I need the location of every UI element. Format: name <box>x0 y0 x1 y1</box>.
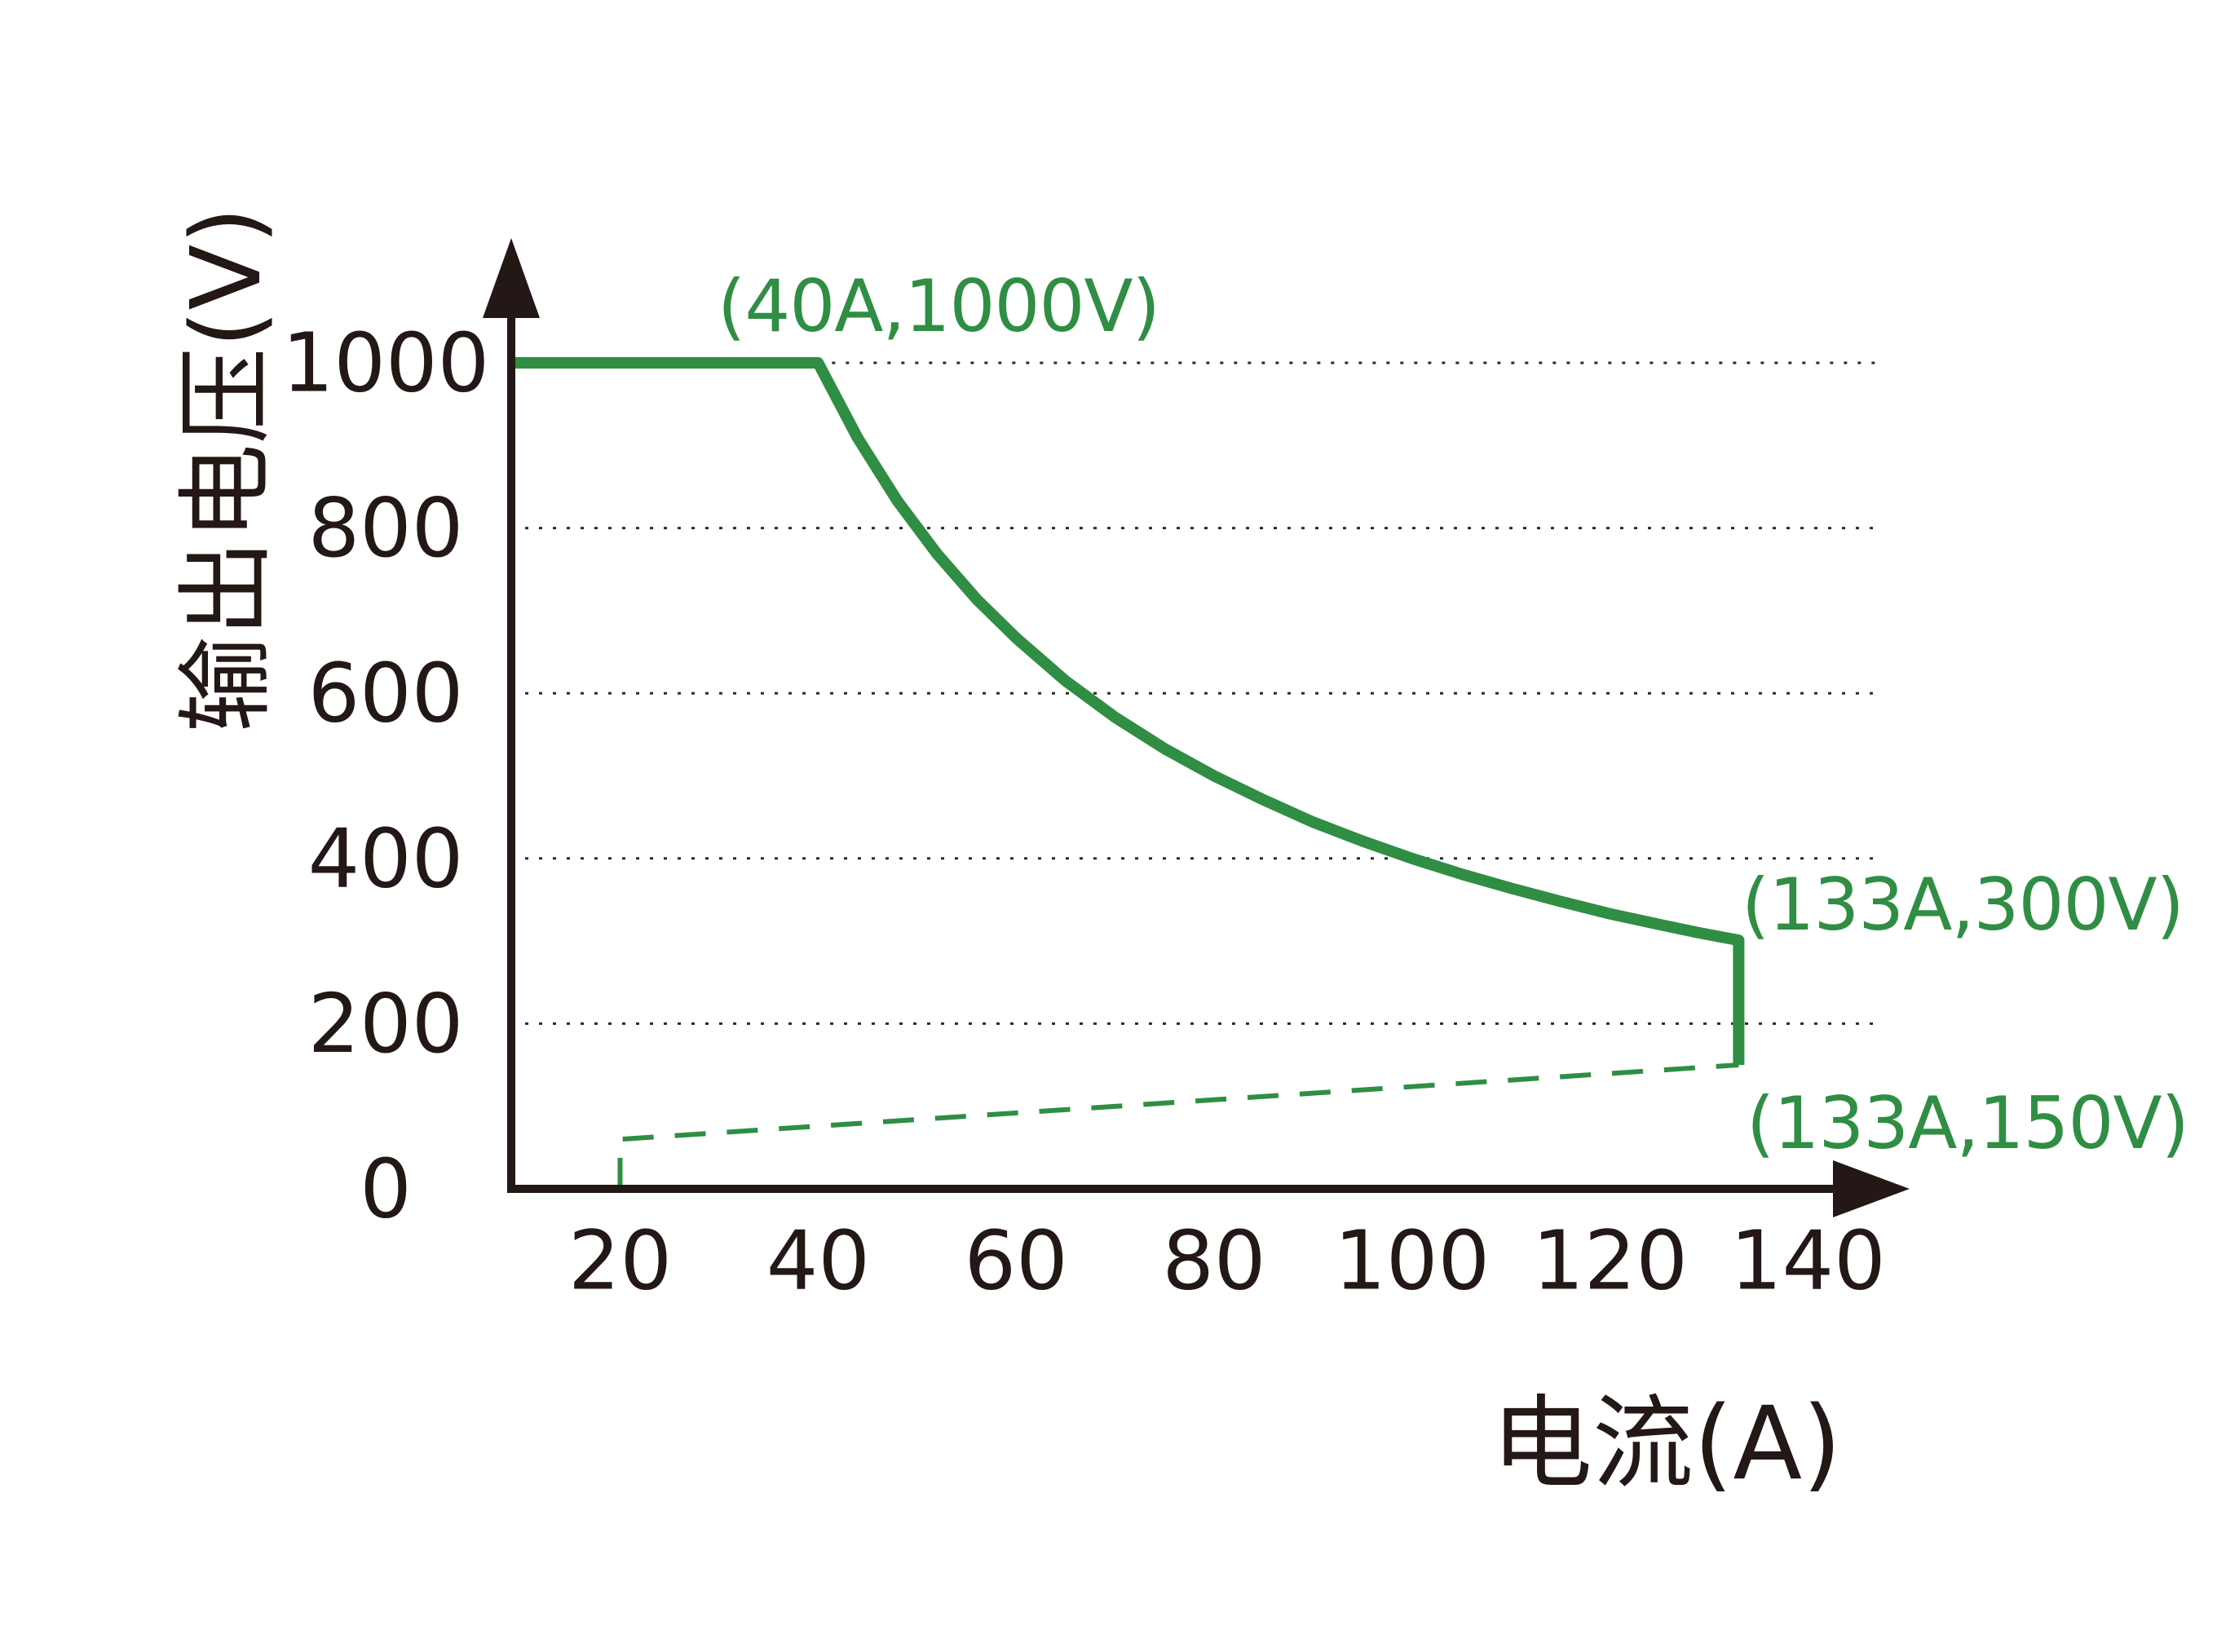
y-tick-label-400: 400 <box>308 811 464 906</box>
series-output-voltage-limit <box>513 357 1745 1065</box>
x-tick-label-140: 140 <box>1730 1213 1886 1309</box>
y-tick-label-600: 600 <box>308 646 464 741</box>
x-tick-label-120: 120 <box>1532 1213 1688 1309</box>
x-tick-label-100: 100 <box>1334 1213 1490 1309</box>
y-axis-arrowhead <box>483 238 540 318</box>
x-tick-label-20: 20 <box>568 1213 672 1309</box>
x-tick-label-80: 80 <box>1162 1213 1265 1309</box>
annotation-133a-300v: (133A,300V) <box>1742 863 2184 947</box>
y-tick-label-0: 0 <box>360 1142 412 1237</box>
x-tick-label-40: 40 <box>766 1213 870 1309</box>
y-tick-label-800: 800 <box>308 480 464 576</box>
y-axis-title: 输出电压(V) <box>170 206 282 733</box>
y-tick-label-1000: 1000 <box>282 316 490 411</box>
y-tick-label-200: 200 <box>308 976 464 1071</box>
x-tick-label-60: 60 <box>965 1213 1068 1309</box>
x-axis-title: 电流(A) <box>1491 1385 1842 1503</box>
annotation-40a-1000v: (40A,1000V) <box>718 264 1160 348</box>
x-axis-arrowhead <box>1833 1160 1910 1217</box>
series-minimum-voltage-line <box>617 1062 1739 1189</box>
annotation-133a-150v: (133A,150V) <box>1747 1081 2189 1165</box>
